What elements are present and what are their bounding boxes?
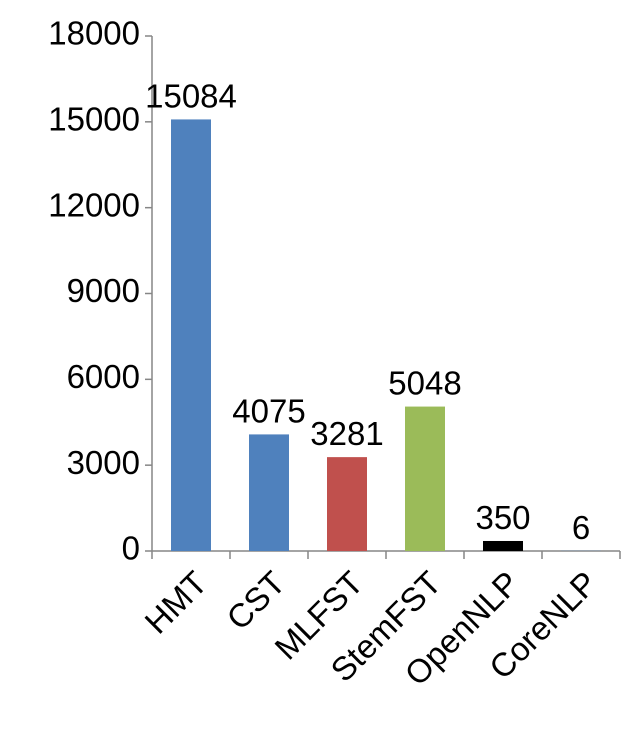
bar [327,457,367,551]
x-tick-label: HMT [137,564,214,641]
data-label: 4075 [232,392,305,429]
data-label: 5048 [388,365,461,402]
bar [483,541,523,551]
bar [405,407,445,551]
bar [249,434,289,551]
y-tick-label: 12000 [48,186,140,223]
y-tick-label: 18000 [48,15,140,52]
y-tick-label: 3000 [67,444,140,481]
y-tick-label: 6000 [67,358,140,395]
y-tick-label: 0 [122,530,140,567]
data-label: 350 [475,499,530,536]
data-label: 15084 [145,77,237,114]
data-label: 6 [572,509,590,546]
y-tick-label: 9000 [67,272,140,309]
bar [171,119,211,551]
data-label: 3281 [310,415,383,452]
y-tick-label: 15000 [48,101,140,138]
